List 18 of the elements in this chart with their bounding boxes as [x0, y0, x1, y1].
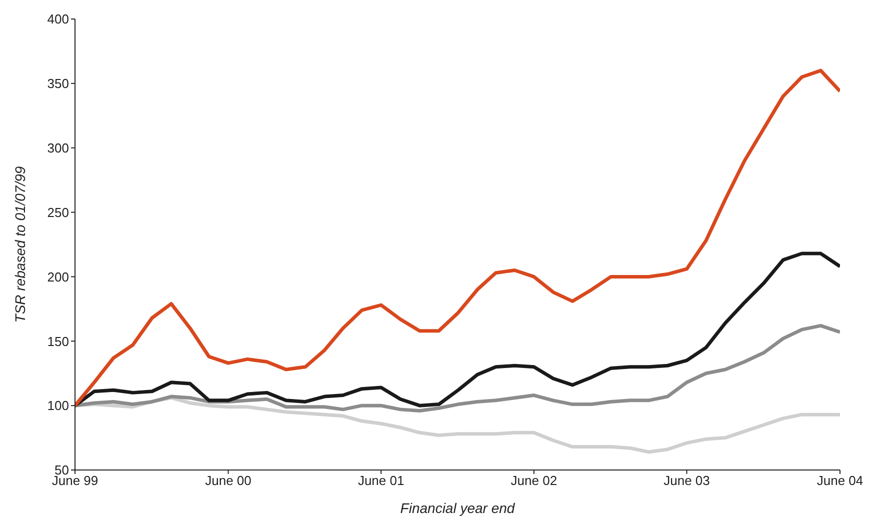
- x-axis-title: Financial year end: [400, 500, 516, 516]
- x-tick-label: June 00: [205, 473, 252, 488]
- x-tick-label: June 02: [510, 473, 558, 488]
- x-tick-label: June 04: [816, 473, 864, 488]
- y-tick-label: 400: [47, 12, 69, 27]
- y-tick-label: 150: [47, 334, 69, 349]
- line-series: [75, 396, 840, 454]
- line-series: [75, 68, 840, 408]
- x-tick-label: June 03: [664, 473, 710, 488]
- y-tick-label: 250: [47, 204, 69, 220]
- y-tick-label: 300: [47, 140, 69, 156]
- y-tick-label: 350: [47, 76, 69, 92]
- x-tick-label: June 99: [52, 473, 98, 488]
- y-tick-label: 100: [47, 398, 69, 414]
- x-tick-label: June 01: [358, 473, 404, 488]
- line-series: [75, 324, 840, 412]
- y-tick-label: 200: [47, 269, 69, 284]
- y-axis-title: TSR rebased to 01/07/99: [12, 166, 28, 323]
